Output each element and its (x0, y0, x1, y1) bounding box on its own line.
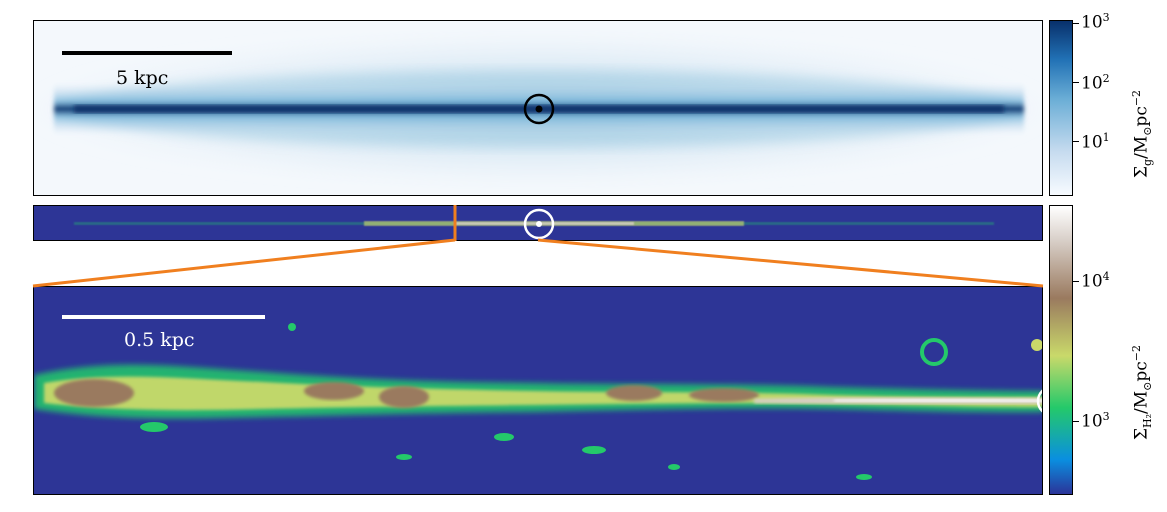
gas-scalebar-label: 5 kpc (116, 67, 169, 89)
h2-scalebar-label: 0.5 kpc (124, 329, 195, 351)
h2-colorbar (1049, 205, 1073, 495)
h2-colorbar-tick-10000: 104 (1081, 270, 1110, 292)
gas-scalebar (62, 51, 232, 55)
h2-colorbar-tick-1000: 103 (1081, 410, 1110, 432)
h2-overview-panel (33, 205, 1043, 241)
gas-density-image (34, 29, 1042, 189)
center-marker-ring (523, 93, 555, 125)
h2-colorbar-label: ΣH₂/M⊙pc−2 (1130, 344, 1155, 440)
gas-colorbar (1049, 20, 1073, 196)
zoom-center-marker-ring (1036, 389, 1042, 413)
gas-colorbar-tick-10: 101 (1081, 131, 1110, 153)
h2-zoom-image (34, 315, 1042, 480)
gas-colorbar-label: Σg/M⊙pc−2 (1130, 89, 1155, 178)
gas-colorbar-tick-1000: 103 (1081, 11, 1110, 33)
h2-zoom-panel: 0.5 kpc (33, 286, 1043, 495)
h2-center-marker-dot (536, 221, 542, 227)
h2-center-marker-ring (523, 208, 555, 240)
gas-colorbar-tick-100: 102 (1081, 72, 1110, 94)
center-marker-dot (535, 105, 543, 113)
gas-density-panel: 5 kpc (33, 20, 1043, 196)
h2-overview-image (74, 208, 994, 240)
h2-scalebar (62, 315, 265, 319)
